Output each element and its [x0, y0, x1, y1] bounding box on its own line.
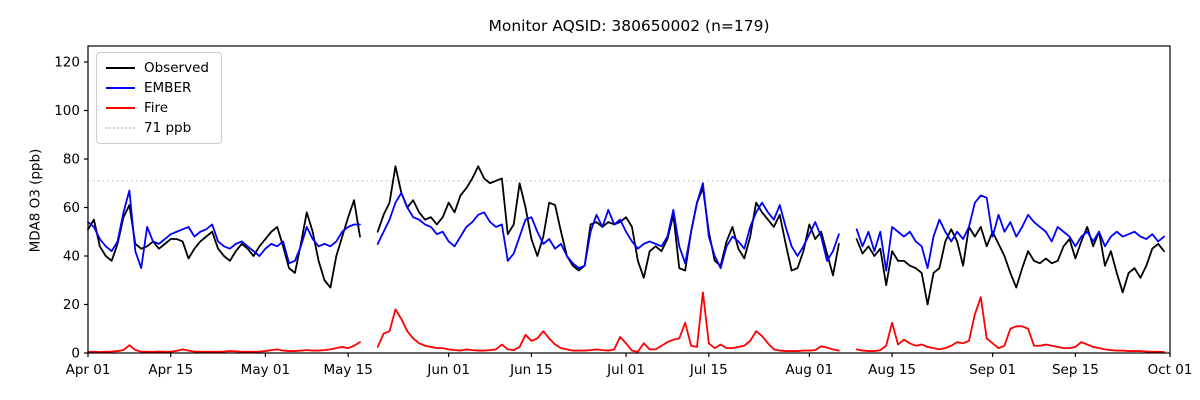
- legend-item-label: Observed: [144, 60, 209, 76]
- legend-item-71-ppb: 71 ppb: [106, 121, 209, 135]
- x-tick-label: May 01: [241, 362, 290, 378]
- legend: Observed EMBER Fire 71 ppb: [96, 52, 222, 144]
- x-tick-label: Jun 01: [426, 362, 470, 378]
- x-tick-label: Sep 15: [1052, 362, 1099, 378]
- legend-line-sample: [106, 107, 135, 109]
- plot-frame: [87, 45, 1171, 354]
- x-axis: Apr 01 Apr 15 May 01 May 15 Jun 01 Jun 15 Jul …: [66, 353, 1193, 378]
- legend-line-sample: [106, 67, 135, 69]
- x-tick-label: Oct 01: [1148, 362, 1193, 378]
- y-tick-label: 60: [63, 200, 80, 216]
- y-tick-label: 100: [54, 103, 80, 119]
- y-tick-label: 0: [71, 346, 80, 362]
- x-tick-label: Jun 15: [509, 362, 553, 378]
- x-tick-label: Sep 01: [969, 362, 1016, 378]
- y-tick-label: 20: [63, 297, 80, 313]
- series-line-observed: [87, 165, 1165, 306]
- legend-line-sample: [106, 127, 135, 129]
- y-axis: 0 20 40 60 80 100 120: [54, 55, 88, 362]
- series-line-ember: [87, 182, 1165, 272]
- x-tick-label: Aug 01: [785, 362, 833, 378]
- series-line-fire: [87, 291, 1165, 353]
- y-tick-label: 120: [54, 55, 80, 71]
- legend-item-fire: Fire: [106, 101, 209, 115]
- y-tick-label: 40: [63, 249, 80, 265]
- legend-item-ember: EMBER: [106, 81, 209, 95]
- x-tick-label: Jul 15: [689, 362, 728, 378]
- x-tick-label: Jul 01: [606, 362, 645, 378]
- x-tick-label: Apr 15: [148, 362, 193, 378]
- y-tick-label: 80: [63, 152, 80, 168]
- chart-title: Monitor AQSID: 380650002 (n=179): [488, 17, 770, 35]
- legend-item-label: Fire: [144, 100, 169, 116]
- x-tick-label: May 15: [323, 362, 372, 378]
- legend-line-sample: [106, 87, 135, 89]
- x-tick-label: Apr 01: [66, 362, 111, 378]
- legend-item-label: 71 ppb: [144, 120, 192, 136]
- x-tick-label: Aug 15: [868, 362, 916, 378]
- legend-item-label: EMBER: [144, 80, 192, 96]
- legend-item-observed: Observed: [106, 61, 209, 75]
